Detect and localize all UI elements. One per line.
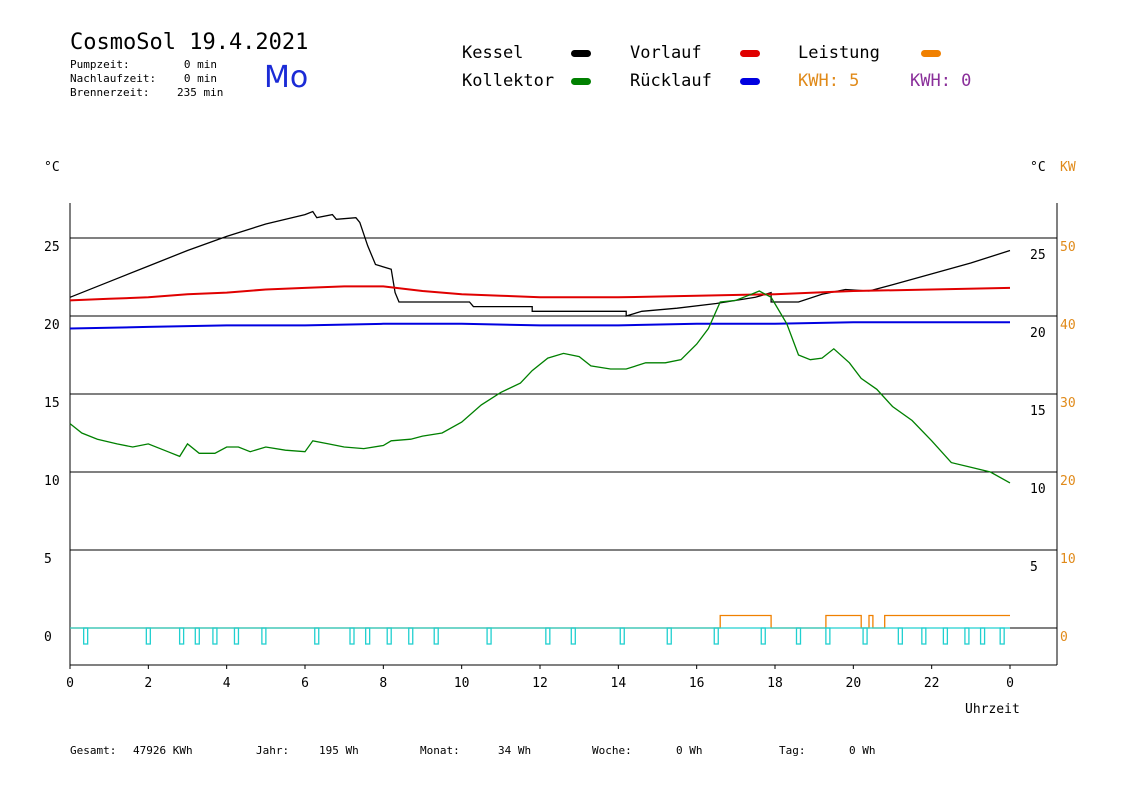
right-tick-label-kw-20: 20 (1060, 474, 1076, 489)
x-tick-label-8: 16 (689, 676, 705, 691)
stat-nachlaufzeit-value: 0 min (183, 72, 217, 85)
series-line-kessel (69, 210, 1011, 317)
pump-pulse-15 (570, 627, 576, 645)
series-line-kollektor (69, 290, 1011, 484)
x-tick-label-7: 14 (611, 676, 627, 691)
series-line-vorlauf (69, 285, 1011, 302)
x-tick-label-3: 6 (301, 676, 309, 691)
footer-tag-value: 0 Wh (849, 744, 876, 757)
legend-leistung-label: Leistung (798, 43, 880, 63)
stat-pumpzeit-label: Pumpzeit: (70, 58, 130, 71)
pump-pulse-20 (795, 627, 802, 645)
right-tick-label-kw-10: 10 (1060, 552, 1076, 567)
footer-monat-label: Monat: (420, 744, 460, 757)
legend-kollektor-swatch (571, 78, 591, 85)
pump-pulse-3 (194, 627, 200, 645)
footer-gesamt-value: 47926 KWh (133, 744, 193, 757)
left-tick-label-20: 20 (44, 318, 60, 333)
x-tick-label-6: 12 (532, 676, 548, 691)
x-tick-label-1: 2 (144, 676, 152, 691)
right-axis-unit: °C (1030, 160, 1046, 175)
legend-leistung-swatch (921, 50, 941, 57)
pump-pulse-5 (233, 627, 240, 645)
pump-pulse-11 (408, 627, 414, 645)
pump-pulse-9 (365, 627, 371, 645)
series-line-rücklauf (69, 321, 1010, 330)
x-tick-label-12: 0 (1006, 676, 1014, 691)
pump-pulse-10 (386, 627, 392, 645)
left-tick-label-10: 10 (44, 474, 60, 489)
pump-pulse-27 (979, 627, 986, 645)
pump-pulse-21 (825, 627, 831, 645)
x-tick-label-0: 0 (66, 676, 74, 691)
page-title: CosmoSol 19.4.2021 (70, 30, 309, 55)
weekday-label: Mo (264, 60, 309, 95)
pump-pulse-8 (349, 627, 355, 645)
legend-ruecklauf-swatch (740, 78, 760, 85)
right-axis-unit-kw: KW (1060, 160, 1076, 175)
legend-kessel-label: Kessel (462, 43, 524, 63)
x-tick-label-4: 8 (379, 676, 387, 691)
footer-woche-label: Woche: (592, 744, 632, 757)
pump-pulse-23 (897, 627, 903, 645)
footer-monat-value: 34 Wh (498, 744, 532, 757)
legend-vorlauf-swatch (740, 50, 760, 57)
pump-pulse-18 (713, 627, 719, 645)
pump-pulse-16 (619, 627, 625, 645)
x-tick-label-2: 4 (223, 676, 231, 691)
legend-ruecklauf-label: Rücklauf (630, 71, 712, 91)
kwh-purple-label: KWH: 0 (910, 71, 972, 91)
stat-nachlaufzeit-label: Nachlaufzeit: (70, 72, 157, 85)
pump-pulse-12 (433, 627, 439, 645)
x-tick-label-9: 18 (767, 676, 783, 691)
right-tick-label-c-5: 5 (1030, 560, 1038, 575)
x-tick-label-10: 20 (846, 676, 862, 691)
pump-pulse-22 (862, 627, 868, 645)
footer-tag-label: Tag: (779, 744, 806, 757)
stat-brennerzeit-label: Brennerzeit: (70, 86, 150, 99)
pump-pulse-7 (314, 627, 320, 645)
right-tick-label-kw-30: 30 (1060, 396, 1076, 411)
right-tick-label-c-10: 10 (1030, 482, 1046, 497)
pump-pulse-28 (999, 627, 1005, 645)
stat-pumpzeit-value: 0 min (183, 58, 217, 71)
right-tick-label-kw-50: 50 (1060, 240, 1076, 255)
left-axis-unit: °C (44, 160, 60, 175)
right-tick-label-c-15: 15 (1030, 404, 1046, 419)
right-tick-label-kw-0: 0 (1060, 630, 1068, 645)
left-tick-label-15: 15 (44, 396, 60, 411)
series-line-leistung (70, 614, 1010, 629)
legend-vorlauf-label: Vorlauf (630, 43, 702, 63)
pump-pulse-25 (942, 627, 949, 645)
pump-pulse-26 (964, 627, 970, 645)
pump-pulse-13 (486, 627, 492, 645)
pump-pulse-19 (760, 627, 766, 645)
right-tick-label-kw-40: 40 (1060, 318, 1076, 333)
x-tick-label-11: 22 (924, 676, 940, 691)
pump-pulse-2 (178, 627, 185, 645)
pump-pulse-24 (921, 627, 927, 645)
x-tick-label-5: 10 (454, 676, 470, 691)
pump-pulse-4 (212, 627, 218, 645)
pump-pulse-0 (83, 627, 89, 645)
footer-gesamt-label: Gesamt: (70, 744, 117, 757)
footer-jahr-label: Jahr: (256, 744, 290, 757)
legend-kessel-swatch (571, 50, 591, 57)
footer-jahr-value: 195 Wh (319, 744, 359, 757)
right-tick-label-c-25: 25 (1030, 248, 1046, 263)
pump-pulse-14 (545, 627, 551, 645)
x-axis-label: Uhrzeit (965, 702, 1020, 717)
pump-pulse-1 (145, 627, 151, 645)
legend-kollektor-label: Kollektor (462, 71, 555, 91)
left-tick-label-5: 5 (44, 552, 52, 567)
left-tick-label-25: 25 (44, 240, 60, 255)
pump-pulse-6 (261, 627, 267, 645)
footer-woche-value: 0 Wh (676, 744, 703, 757)
right-tick-label-c-20: 20 (1030, 326, 1046, 341)
pump-pulse-17 (666, 627, 672, 645)
left-tick-label-0: 0 (44, 630, 52, 645)
kwh-orange-label: KWH: 5 (798, 71, 860, 91)
